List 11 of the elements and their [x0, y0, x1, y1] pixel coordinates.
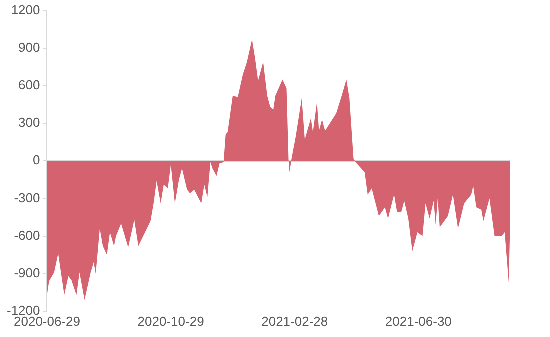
x-tick-label: 2020-10-29 [138, 314, 204, 329]
y-tick-label: -300 [14, 190, 40, 206]
y-tick-label: 900 [18, 40, 40, 55]
y-tick-label: -600 [14, 228, 40, 243]
y-tick-label: 0 [33, 152, 40, 168]
y-tick-label: -900 [14, 265, 40, 280]
y-tick-label: 600 [18, 78, 40, 93]
x-tick-label: 2021-02-28 [262, 314, 328, 329]
y-tick-label: 300 [18, 115, 40, 130]
x-tick-label: 2021-06-30 [385, 314, 452, 329]
y-tick-label: 1200 [11, 2, 40, 18]
